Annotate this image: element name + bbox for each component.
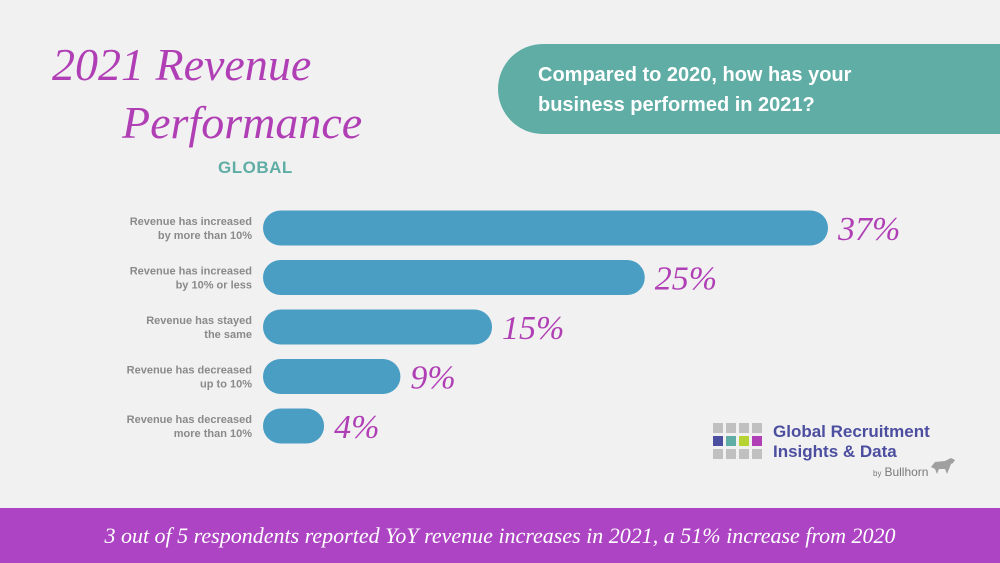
value-label-5: 4% (334, 409, 379, 446)
logo-grid-cell (713, 449, 723, 459)
category-label-2: Revenue has increased by 10% or less (130, 266, 252, 292)
category-label-3: Revenue has stayed the same (146, 315, 252, 341)
logo-grid-cell (739, 436, 749, 446)
logo-name-line-1: Global Recruitment (773, 422, 930, 441)
logo-grid-cell (726, 436, 736, 446)
category-label-5: Revenue has decreased more than 10% (127, 414, 253, 440)
chart-title: 2021 Revenue Performance (52, 36, 392, 152)
logo-brand: Bullhorn (884, 465, 929, 479)
logo-name-line-2: Insights & Data (773, 442, 897, 461)
footer-text: 3 out of 5 respondents reported YoY reve… (104, 522, 896, 548)
bar-3 (263, 309, 493, 345)
logo-grid-cell (739, 423, 749, 433)
logo-grid-icon (713, 423, 762, 459)
logo-grid-cell (726, 449, 736, 459)
category-label-1: Revenue has increased by more than 10% (130, 216, 253, 242)
value-label-1: 37% (837, 211, 900, 248)
gri-logo: Global Recruitment Insights & Data by Bul… (713, 422, 963, 483)
logo-grid-cell (752, 449, 762, 459)
logo-byline: by Bullhorn (873, 465, 928, 479)
logo-by: by (873, 469, 882, 478)
bar-1 (263, 210, 828, 246)
region-subtitle: GLOBAL (218, 158, 293, 177)
survey-question: Compared to 2020, how has your business … (498, 44, 1000, 134)
logo-grid-cell (713, 423, 723, 433)
value-label-4: 9% (410, 360, 455, 397)
value-label-3: 15% (502, 310, 564, 347)
logo-grid-cell (752, 436, 762, 446)
bar-2 (263, 260, 645, 295)
question-line-1: Compared to 2020, how has your (538, 64, 852, 86)
title-line-2: Performance (122, 97, 363, 148)
bar-4 (263, 359, 401, 394)
footer-banner: 3 out of 5 respondents reported YoY reve… (0, 508, 1000, 563)
logo-grid-cell (739, 449, 749, 459)
bar-chart: 37% Revenue has increased by more than 10%… (127, 210, 900, 446)
value-label-2: 25% (655, 261, 717, 298)
logo-grid-cell (726, 423, 736, 433)
bull-icon (931, 458, 955, 474)
question-line-2: business performed in 2021? (538, 94, 815, 116)
category-label-4: Revenue has decreased up to 10% (127, 365, 253, 391)
title-line-1: 2021 Revenue (52, 39, 312, 90)
logo-grid-cell (752, 423, 762, 433)
logo-grid-cell (713, 436, 723, 446)
bar-5 (263, 408, 325, 444)
logo-name: Global Recruitment Insights & Data (773, 422, 930, 462)
